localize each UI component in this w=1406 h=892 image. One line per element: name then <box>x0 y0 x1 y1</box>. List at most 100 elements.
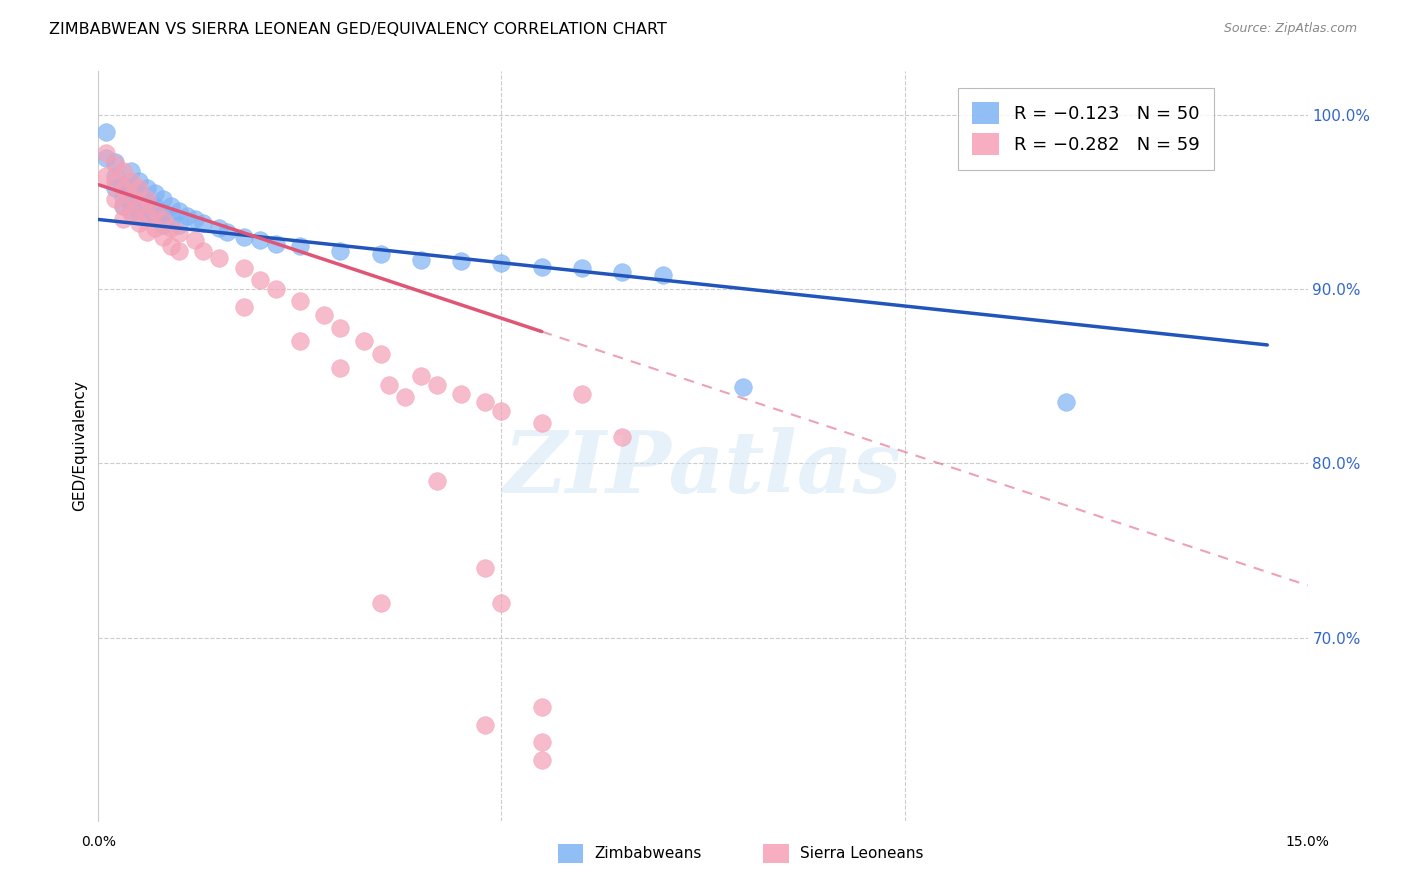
Point <box>232 261 254 276</box>
Point <box>530 753 553 767</box>
Text: ZIPatlas: ZIPatlas <box>503 426 903 510</box>
Point <box>111 178 134 192</box>
Y-axis label: GED/Equivalency: GED/Equivalency <box>72 381 87 511</box>
Text: 15.0%: 15.0% <box>1285 835 1330 848</box>
Point <box>111 198 134 212</box>
Point <box>128 198 150 212</box>
Text: ZIMBABWEAN VS SIERRA LEONEAN GED/EQUIVALENCY CORRELATION CHART: ZIMBABWEAN VS SIERRA LEONEAN GED/EQUIVAL… <box>49 22 666 37</box>
Point <box>612 430 634 444</box>
Point <box>167 218 190 232</box>
Point <box>217 225 239 239</box>
Point <box>103 157 125 171</box>
Point <box>426 474 449 488</box>
Point <box>370 247 392 261</box>
Point <box>152 230 174 244</box>
Point <box>135 181 157 195</box>
Point <box>160 221 183 235</box>
Point <box>370 596 392 610</box>
Point <box>329 320 352 334</box>
Point <box>353 334 375 349</box>
Point <box>143 209 166 223</box>
Point <box>612 265 634 279</box>
Point <box>232 230 254 244</box>
Point <box>491 596 513 610</box>
Point <box>152 218 174 232</box>
Point <box>160 212 183 227</box>
Point <box>409 252 432 267</box>
Point <box>249 273 271 287</box>
Point <box>314 308 336 322</box>
Point <box>208 251 231 265</box>
Point <box>135 195 157 210</box>
Point <box>120 190 142 204</box>
Point <box>474 395 496 409</box>
Point <box>450 386 472 401</box>
Text: Sierra Leoneans: Sierra Leoneans <box>800 847 924 861</box>
Point <box>96 125 118 139</box>
Point <box>571 261 593 276</box>
Point <box>329 360 352 375</box>
Point <box>135 225 157 239</box>
Point <box>491 256 513 270</box>
Point <box>530 700 553 714</box>
Point <box>491 404 513 418</box>
Point <box>103 181 125 195</box>
Point <box>143 186 166 201</box>
Point <box>288 294 311 309</box>
Point <box>733 380 755 394</box>
Point <box>103 174 125 188</box>
Point <box>370 346 392 360</box>
Point <box>530 735 553 749</box>
Point <box>167 244 190 258</box>
Point <box>426 378 449 392</box>
Point <box>264 236 287 251</box>
Point <box>409 369 432 384</box>
Point <box>143 203 166 218</box>
Legend: R = −0.123   N = 50, R = −0.282   N = 59: R = −0.123 N = 50, R = −0.282 N = 59 <box>957 88 1213 169</box>
Point <box>103 192 125 206</box>
Point <box>160 238 183 252</box>
Point <box>377 378 399 392</box>
Point <box>120 194 142 208</box>
Point <box>152 205 174 219</box>
Point <box>135 207 157 221</box>
Point <box>530 260 553 274</box>
Point <box>143 221 166 235</box>
Point <box>264 282 287 296</box>
Point <box>167 203 190 218</box>
Point <box>651 268 673 283</box>
Point <box>184 233 207 247</box>
Point <box>111 163 134 178</box>
Text: Source: ZipAtlas.com: Source: ZipAtlas.com <box>1223 22 1357 36</box>
Point <box>176 209 198 223</box>
Point <box>120 203 142 218</box>
Point <box>128 181 150 195</box>
Point <box>111 190 134 204</box>
Point <box>128 209 150 223</box>
Point <box>111 181 134 195</box>
Point <box>193 244 215 258</box>
Point <box>394 390 416 404</box>
Point <box>96 169 118 183</box>
Point <box>103 169 125 183</box>
Point <box>329 244 352 258</box>
Point <box>450 254 472 268</box>
Point <box>128 186 150 201</box>
Point <box>474 718 496 732</box>
Point <box>249 233 271 247</box>
Point <box>128 216 150 230</box>
Point <box>208 221 231 235</box>
Point <box>152 192 174 206</box>
Point <box>103 155 125 169</box>
Point <box>167 227 190 241</box>
Point <box>120 174 142 188</box>
Point <box>160 198 183 212</box>
Point <box>143 198 166 212</box>
Point <box>1054 395 1077 409</box>
Point <box>128 174 150 188</box>
Point <box>96 146 118 161</box>
Text: 0.0%: 0.0% <box>82 835 115 848</box>
Point <box>135 207 157 221</box>
Point <box>111 212 134 227</box>
Text: Zimbabweans: Zimbabweans <box>595 847 702 861</box>
